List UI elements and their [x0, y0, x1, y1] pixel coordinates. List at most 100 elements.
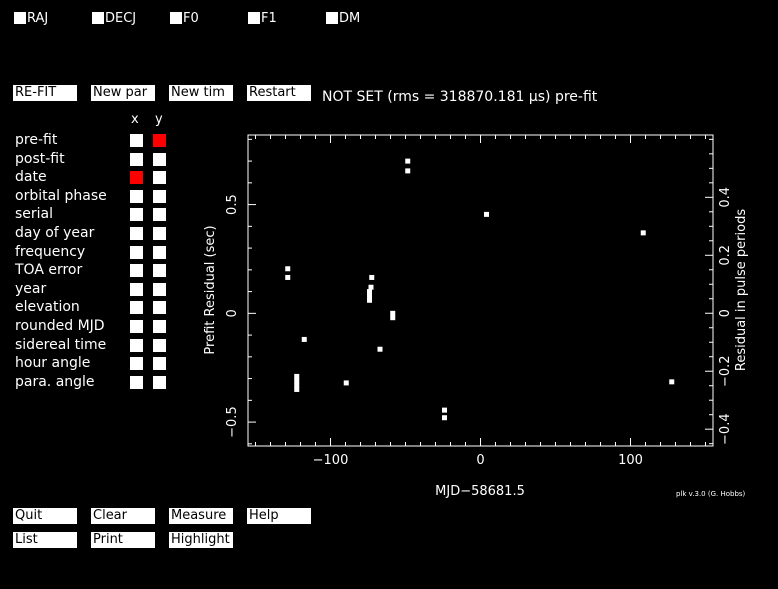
fit-param-f0[interactable]: F0 — [170, 10, 199, 26]
new-tim-button[interactable]: New tim — [169, 85, 233, 101]
plot-ticks: −100 0 100 −0.5 0 0.5 −0.4 −0.2 0 0.2 0.4 — [225, 135, 733, 468]
option-day-of-year-y-checkbox[interactable] — [153, 227, 166, 240]
fit-param-f0-checkbox[interactable] — [170, 12, 182, 24]
option-para-angle-x-checkbox[interactable] — [130, 375, 143, 389]
option-orbital-phase-y-checkbox[interactable] — [153, 189, 166, 203]
y2-tick-label: −0.2 — [718, 355, 733, 387]
residual-point — [367, 289, 372, 295]
option-frequency-y-checkbox[interactable] — [153, 245, 166, 259]
option-label-rounded-mjd: rounded MJD — [15, 318, 105, 334]
option-elevation-x-checkbox[interactable] — [130, 301, 143, 315]
residual-point — [301, 336, 307, 342]
residual-point — [285, 274, 291, 280]
option-label-toa-error: TOA error — [15, 262, 83, 279]
restart-button[interactable]: Restart — [247, 85, 311, 101]
option-orbital-phase-x-checkbox[interactable] — [130, 189, 143, 203]
option-post-fit-x-checkbox[interactable] — [130, 152, 143, 166]
x-axis-label: MJD−58681.5 — [435, 484, 525, 499]
y2-tick-label: 0.4 — [718, 187, 733, 208]
option-label-hour-angle: hour angle — [15, 355, 91, 372]
option-date-x-checkbox[interactable] — [130, 171, 143, 185]
residual-point — [405, 158, 411, 164]
option-day-of-year-x-checkbox[interactable] — [130, 227, 143, 240]
option-frequency-x-checkbox[interactable] — [130, 245, 143, 259]
residual-point — [390, 315, 396, 321]
y-tick-label: 0.5 — [225, 194, 240, 215]
clear-button[interactable]: Clear — [91, 508, 155, 524]
option-pre-fit-x-checkbox[interactable] — [130, 134, 143, 147]
option-toa-error-x-checkbox[interactable] — [130, 264, 143, 278]
fit-param-f1-checkbox[interactable] — [248, 12, 260, 24]
plot-frame — [247, 134, 714, 447]
quit-button[interactable]: Quit — [13, 508, 77, 524]
fit-param-f0-label: F0 — [183, 10, 199, 26]
residual-point — [442, 415, 447, 421]
option-post-fit-y-checkbox[interactable] — [153, 152, 166, 166]
option-serial-x-checkbox[interactable] — [130, 208, 143, 222]
new-par-button[interactable]: New par — [91, 85, 155, 101]
refit-button[interactable]: RE-FIT — [13, 85, 77, 101]
residual-point — [294, 382, 300, 388]
fit-param-decj-checkbox[interactable] — [92, 12, 104, 24]
option-year-y-checkbox[interactable] — [153, 282, 166, 296]
fit-param-f1[interactable]: F1 — [248, 10, 277, 26]
option-elevation-y-checkbox[interactable] — [153, 301, 166, 315]
list-button[interactable]: List — [13, 532, 77, 548]
fit-param-raj-label: RAJ — [27, 10, 49, 26]
option-sidereal-time-x-checkbox[interactable] — [130, 338, 143, 352]
option-label-year: year — [15, 280, 47, 297]
y2-tick-label: 0 — [718, 309, 733, 317]
option-rounded-mjd-x-checkbox[interactable] — [130, 320, 143, 333]
residual-point — [294, 386, 300, 392]
fit-param-raj-checkbox[interactable] — [14, 12, 26, 24]
fit-param-decj-label: DECJ — [105, 10, 137, 26]
y2-tick-label: −0.4 — [718, 413, 733, 445]
x-tick-label: 100 — [618, 453, 643, 468]
highlight-button[interactable]: Highlight — [169, 532, 233, 548]
option-date-y-checkbox[interactable] — [153, 171, 166, 185]
fit-param-decj[interactable]: DECJ — [92, 10, 136, 26]
y2-axis-label: Residual in pulse periods — [734, 209, 749, 371]
option-pre-fit-y-checkbox[interactable] — [153, 134, 166, 147]
fit-param-dm-label: DM — [339, 10, 361, 26]
option-rounded-mjd-y-checkbox[interactable] — [153, 320, 166, 333]
residual-point — [390, 310, 396, 316]
option-toa-error-y-checkbox[interactable] — [153, 264, 166, 278]
option-hour-angle-x-checkbox[interactable] — [130, 357, 143, 371]
residual-point — [285, 266, 291, 272]
option-hour-angle-y-checkbox[interactable] — [153, 357, 166, 371]
data-points — [285, 158, 675, 421]
residual-point — [294, 373, 300, 379]
residual-point — [377, 346, 383, 352]
residual-point — [442, 407, 447, 413]
option-label-serial: serial — [15, 206, 54, 223]
option-label-post-fit: post-fit — [15, 150, 65, 167]
print-button[interactable]: Print — [91, 532, 155, 548]
help-button[interactable]: Help — [247, 508, 311, 524]
option-label-para-angle: para. angle — [15, 373, 95, 390]
residual-point — [405, 168, 411, 174]
option-label-orbital-phase: orbital phase — [15, 187, 107, 204]
residual-point — [294, 378, 300, 384]
option-sidereal-time-y-checkbox[interactable] — [153, 338, 166, 352]
fit-param-dm-checkbox[interactable] — [326, 12, 338, 24]
residual-point — [640, 230, 646, 236]
residual-point — [369, 274, 375, 280]
option-label-day-of-year: day of year — [15, 225, 95, 241]
residual-point — [367, 297, 372, 303]
fit-param-raj[interactable]: RAJ — [14, 10, 48, 26]
option-label-sidereal-time: sidereal time — [15, 336, 107, 353]
residual-point — [343, 380, 349, 386]
fit-param-f1-label: F1 — [261, 10, 277, 26]
option-para-angle-y-checkbox[interactable] — [153, 375, 166, 389]
fit-param-dm[interactable]: DM — [326, 10, 360, 26]
measure-button[interactable]: Measure — [169, 508, 233, 524]
option-label-frequency: frequency — [15, 243, 86, 260]
x-column-header: x — [131, 112, 139, 127]
option-label-date: date — [15, 169, 47, 186]
residual-point — [368, 284, 374, 290]
option-serial-y-checkbox[interactable] — [153, 208, 166, 222]
residual-point — [484, 211, 489, 217]
option-year-x-checkbox[interactable] — [130, 282, 143, 296]
